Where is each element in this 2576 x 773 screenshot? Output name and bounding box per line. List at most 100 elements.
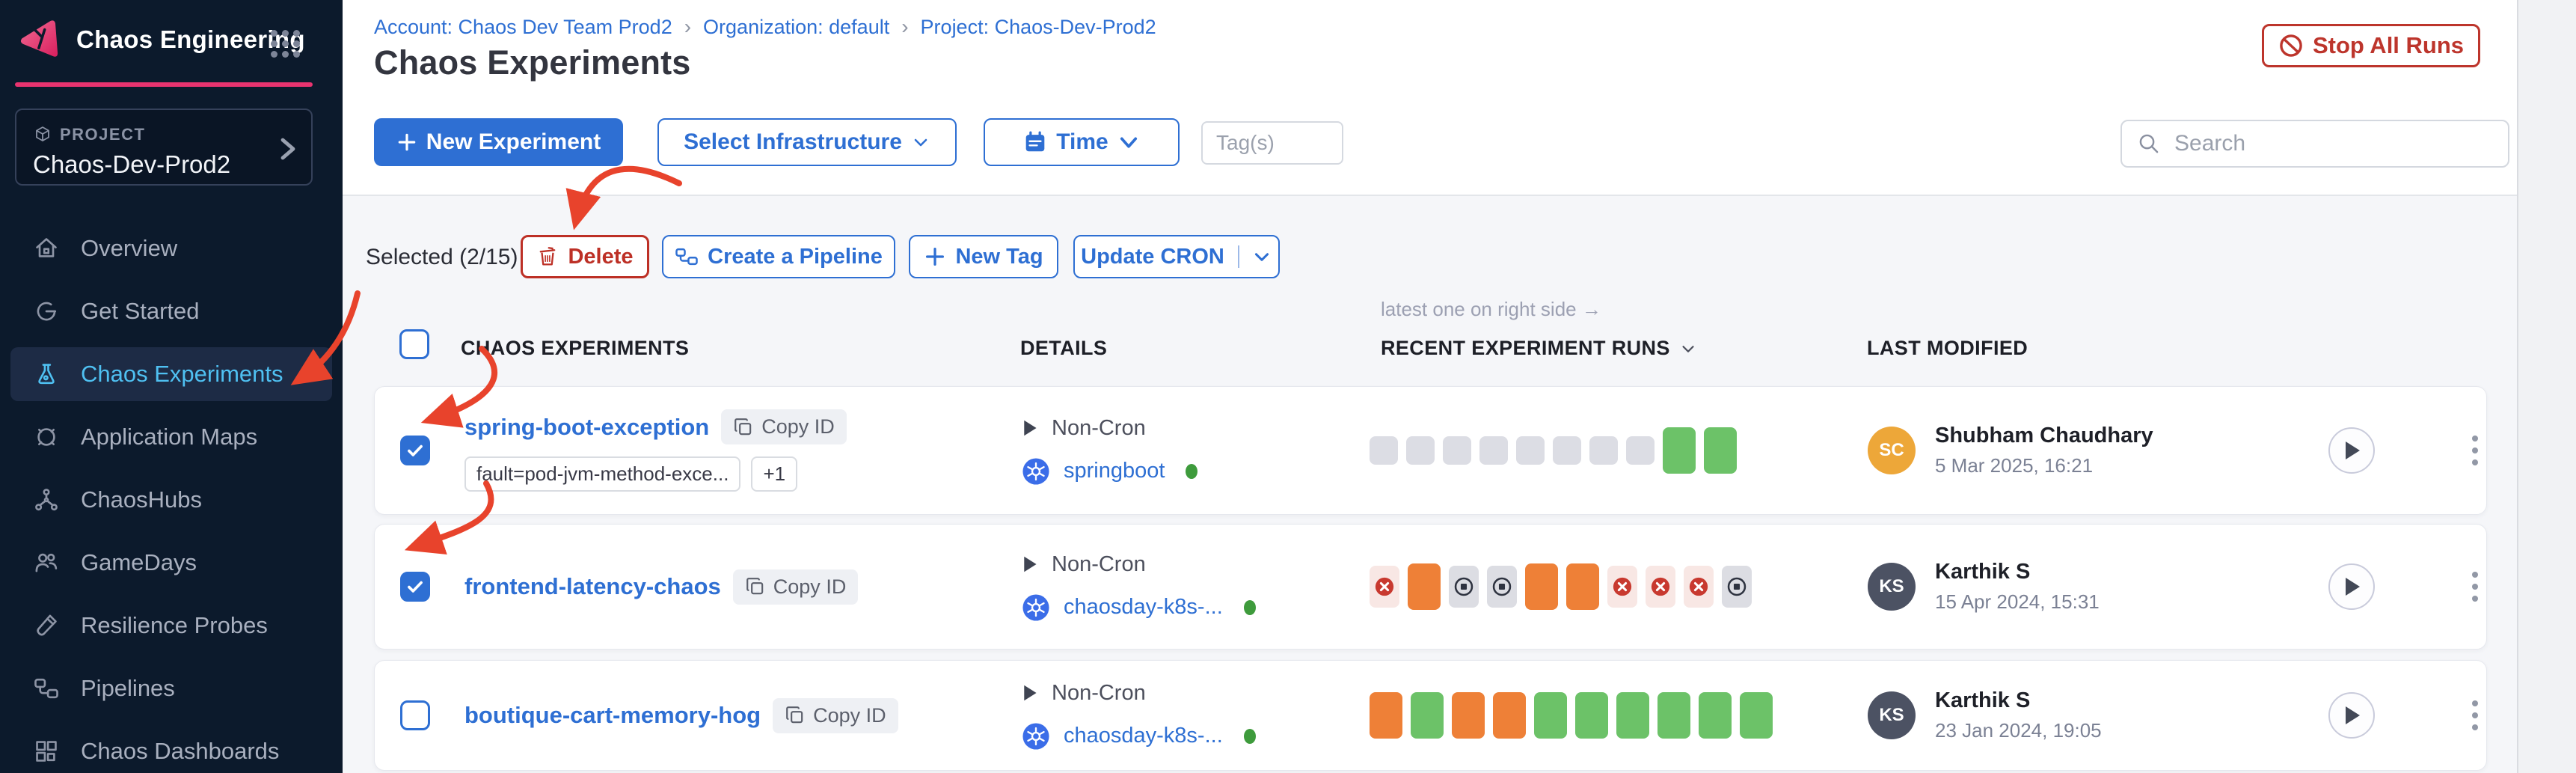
run-experiment-button[interactable] [2328,427,2375,474]
time-filter-dropdown[interactable]: Time [984,118,1180,166]
sidebar-item-get-started[interactable]: Get Started [0,280,343,343]
run-status-tile[interactable] [1553,436,1581,465]
row-menu-button[interactable] [2460,564,2490,609]
sidebar-item-chaos-experiments[interactable]: Chaos Experiments [0,343,343,406]
run-status-tile[interactable] [1370,566,1399,608]
plus-icon [398,133,416,151]
sidebar-item-pipelines[interactable]: Pipelines [0,657,343,720]
run-status-tile[interactable] [1684,566,1714,608]
tag-chip: fault=pod-jvm-method-exce... [464,456,741,492]
sidebar-item-application-maps[interactable]: Application Maps [0,406,343,468]
select-all-checkbox[interactable] [399,329,429,359]
run-status-tile[interactable] [1626,436,1655,465]
row-checkbox[interactable] [400,436,430,465]
stopped-run-icon [1454,577,1473,596]
run-status-tile[interactable] [1740,692,1773,739]
sidebar-item-gamedays[interactable]: GameDays [0,531,343,594]
scrollbar-gutter[interactable] [2517,0,2576,773]
run-status-tile[interactable] [1575,692,1608,739]
run-status-tile[interactable] [1722,566,1752,608]
run-status-tile[interactable] [1406,436,1435,465]
run-status-tile[interactable] [1646,566,1675,608]
run-status-tile[interactable] [1704,427,1737,474]
experiment-name-link[interactable]: spring-boot-exception [464,413,710,440]
run-status-tile[interactable] [1534,692,1567,739]
sidebar-item-chaos-dashboards[interactable]: Chaos Dashboards [0,720,343,773]
module-grid-icon[interactable] [271,30,301,58]
recent-runs-strip [1370,387,1737,514]
run-status-tile[interactable] [1699,692,1732,739]
run-status-tile[interactable] [1408,563,1441,610]
create-pipeline-button[interactable]: Create a Pipeline [662,235,895,278]
stop-all-runs-button[interactable]: Stop All Runs [2262,24,2480,67]
col-header-details: DETAILS [1020,337,1108,359]
copy-id-button[interactable]: Copy ID [732,569,859,605]
run-status-tile[interactable] [1589,436,1618,465]
cron-play-icon [1024,685,1037,701]
search-input[interactable] [2173,130,2493,157]
run-status-tile[interactable] [1525,563,1558,610]
sidebar-item-chaoshubs[interactable]: ChaosHubs [0,468,343,531]
avatar: SC [1868,427,1916,474]
run-status-tile[interactable] [1370,692,1402,739]
run-status-tile[interactable] [1493,692,1526,739]
breadcrumb-organization[interactable]: Organization: default [703,15,890,38]
experiment-name-link[interactable]: boutique-cart-memory-hog [464,702,761,728]
row-checkbox[interactable] [400,572,430,602]
update-cron-button[interactable]: Update CRON [1073,235,1280,278]
run-status-tile[interactable] [1411,692,1444,739]
delete-button[interactable]: Delete [521,235,649,278]
run-status-tile[interactable] [1443,436,1471,465]
row-menu-button[interactable] [2460,428,2490,473]
run-status-tile[interactable] [1616,692,1649,739]
run-status-tile[interactable] [1449,566,1479,608]
schedule-type: Non-Cron [1052,415,1146,440]
people-icon [35,553,58,572]
col-header-recent-runs[interactable]: RECENT EXPERIMENT RUNS [1381,337,1697,360]
run-experiment-button[interactable] [2328,563,2375,610]
run-experiment-button[interactable] [2328,692,2375,739]
infrastructure-link[interactable]: chaosday-k8s-... [1064,595,1223,619]
run-status-tile[interactable] [1663,427,1696,474]
sidebar-item-resilience-probes[interactable]: Resilience Probes [0,594,343,657]
copy-id-button[interactable]: Copy ID [721,409,847,444]
project-selector[interactable]: PROJECT Chaos-Dev-Prod2 [15,109,313,186]
modified-date: 5 Mar 2025, 16:21 [1935,454,2094,477]
infrastructure-link[interactable]: chaosday-k8s-... [1064,724,1223,748]
run-status-tile[interactable] [1370,436,1398,465]
run-status-tile[interactable] [1516,436,1545,465]
modified-by-name: Karthik S [1935,560,2031,584]
row-menu-button[interactable] [2460,693,2490,738]
run-status-tile[interactable] [1479,436,1508,465]
failed-run-icon [1375,577,1394,596]
col-header-experiments: CHAOS EXPERIMENTS [461,337,690,359]
avatar: KS [1868,691,1916,739]
run-status-tile[interactable] [1566,563,1599,610]
sidebar-item-label: Resilience Probes [81,612,268,638]
page-title: Chaos Experiments [374,43,691,82]
table-header-row: CHAOS EXPERIMENTS DETAILS RECENT EXPERIM… [343,328,2576,368]
product-title: Chaos Engineering [76,25,305,53]
infrastructure-link[interactable]: springboot [1064,459,1165,483]
run-status-tile[interactable] [1607,566,1637,608]
experiment-name-link[interactable]: frontend-latency-chaos [464,573,721,599]
breadcrumb-account[interactable]: Account: Chaos Dev Team Prod2 [374,15,672,38]
experiment-row: frontend-latency-chaos Copy ID Non-Cron … [374,524,2487,650]
run-status-tile[interactable] [1452,692,1485,739]
breadcrumb-project[interactable]: Project: Chaos-Dev-Prod2 [920,15,1156,38]
select-infrastructure-dropdown[interactable]: Select Infrastructure [657,118,957,166]
dashboard-icon [36,741,57,762]
tag-list: fault=pod-jvm-method-exce... +1 [464,456,847,492]
run-status-tile[interactable] [1657,692,1690,739]
sidebar-item-overview[interactable]: Overview [0,217,343,280]
run-status-tile[interactable] [1487,566,1517,608]
row-checkbox[interactable] [400,700,430,730]
get-started-icon [37,302,57,321]
copy-id-button[interactable]: Copy ID [773,697,898,733]
new-experiment-button[interactable]: New Experiment [374,118,623,166]
tags-filter-input[interactable] [1201,121,1343,165]
new-tag-button[interactable]: New Tag [909,235,1058,278]
check-icon [408,444,423,456]
experiment-row: boutique-cart-memory-hog Copy ID Non-Cro… [374,660,2487,771]
sidebar-item-label: Application Maps [81,424,258,450]
